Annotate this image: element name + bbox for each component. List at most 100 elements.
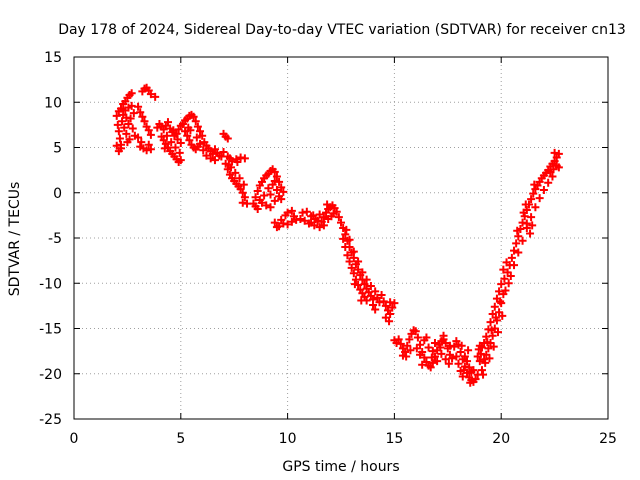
data-point <box>191 117 200 126</box>
data-point <box>128 124 137 133</box>
data-point <box>270 196 279 205</box>
data-point <box>424 343 433 352</box>
data-point <box>502 258 511 267</box>
data-point <box>347 263 356 272</box>
data-point <box>463 357 472 366</box>
data-point <box>430 338 439 347</box>
data-point <box>522 219 531 228</box>
data-point <box>510 261 519 270</box>
data-point <box>529 189 538 198</box>
data-point <box>323 200 332 209</box>
data-point <box>253 186 262 195</box>
data-point <box>137 138 146 147</box>
data-point <box>146 130 155 139</box>
data-point <box>489 342 498 351</box>
data-point <box>469 366 478 375</box>
data-point <box>456 348 465 357</box>
data-point <box>138 112 147 121</box>
y-tick-label: -25 <box>39 412 62 428</box>
data-point <box>420 353 429 362</box>
data-point <box>116 104 125 113</box>
data-point <box>343 251 352 260</box>
data-point <box>176 156 185 165</box>
data-point <box>428 347 437 356</box>
data-point <box>116 144 125 153</box>
y-tick-label: -5 <box>48 231 62 247</box>
data-point <box>169 126 178 135</box>
data-point <box>354 257 363 266</box>
data-point <box>146 90 155 99</box>
data-point <box>345 235 354 244</box>
data-point <box>167 138 176 147</box>
data-point <box>402 352 411 361</box>
data-point <box>539 186 548 195</box>
data-point <box>433 357 442 366</box>
data-point <box>386 310 395 319</box>
data-point <box>175 148 184 157</box>
data-point <box>127 89 136 98</box>
data-point <box>394 335 403 344</box>
data-point <box>272 186 281 195</box>
data-point <box>527 213 536 222</box>
data-point <box>349 269 358 278</box>
x-tick-label: 5 <box>176 431 185 447</box>
data-point <box>264 184 273 193</box>
data-point <box>223 134 232 143</box>
data-point <box>210 156 219 165</box>
data-point <box>504 279 513 288</box>
y-tick-label: -20 <box>39 367 62 383</box>
data-point <box>466 378 475 387</box>
data-point <box>171 143 180 152</box>
data-point <box>240 193 249 202</box>
data-point <box>458 372 467 381</box>
data-point <box>426 363 435 372</box>
data-point <box>266 190 275 199</box>
data-point <box>513 226 522 235</box>
data-point <box>487 326 496 335</box>
data-point <box>162 131 171 140</box>
data-point <box>351 275 360 284</box>
data-point <box>550 148 559 157</box>
data-point <box>459 366 468 375</box>
data-point <box>388 303 397 312</box>
data-point <box>411 327 420 336</box>
data-point <box>198 131 207 140</box>
data-point <box>120 123 129 132</box>
chart-title: Day 178 of 2024, Sidereal Day-to-day VTE… <box>58 22 626 38</box>
y-tick-label: 10 <box>44 95 62 111</box>
data-point <box>134 133 143 142</box>
y-tick-label: -15 <box>39 322 62 338</box>
data-point <box>287 206 296 215</box>
data-point <box>315 210 324 219</box>
data-point <box>357 296 366 305</box>
data-point <box>526 229 535 238</box>
data-point <box>192 133 201 142</box>
x-tick-label: 15 <box>385 431 403 447</box>
data-point <box>482 332 491 341</box>
data-point <box>206 154 215 163</box>
data-point <box>514 232 523 241</box>
data-point <box>118 117 127 126</box>
data-point <box>471 375 480 384</box>
y-tick-label: 15 <box>44 50 62 66</box>
data-point <box>310 221 319 230</box>
data-point <box>554 163 563 172</box>
x-tick-label: 20 <box>492 431 510 447</box>
data-point <box>486 318 495 327</box>
data-point <box>422 333 431 342</box>
data-point <box>235 174 244 183</box>
data-point <box>452 352 461 361</box>
data-points <box>112 83 563 387</box>
x-tick-label: 0 <box>70 431 79 447</box>
data-point <box>437 349 446 358</box>
data-point <box>477 366 486 375</box>
data-point <box>366 281 375 290</box>
data-point <box>115 134 124 143</box>
data-point <box>413 333 422 342</box>
data-point <box>386 298 395 307</box>
data-point <box>251 193 260 202</box>
data-point <box>418 360 427 369</box>
data-point <box>403 341 412 350</box>
data-point <box>465 363 474 372</box>
